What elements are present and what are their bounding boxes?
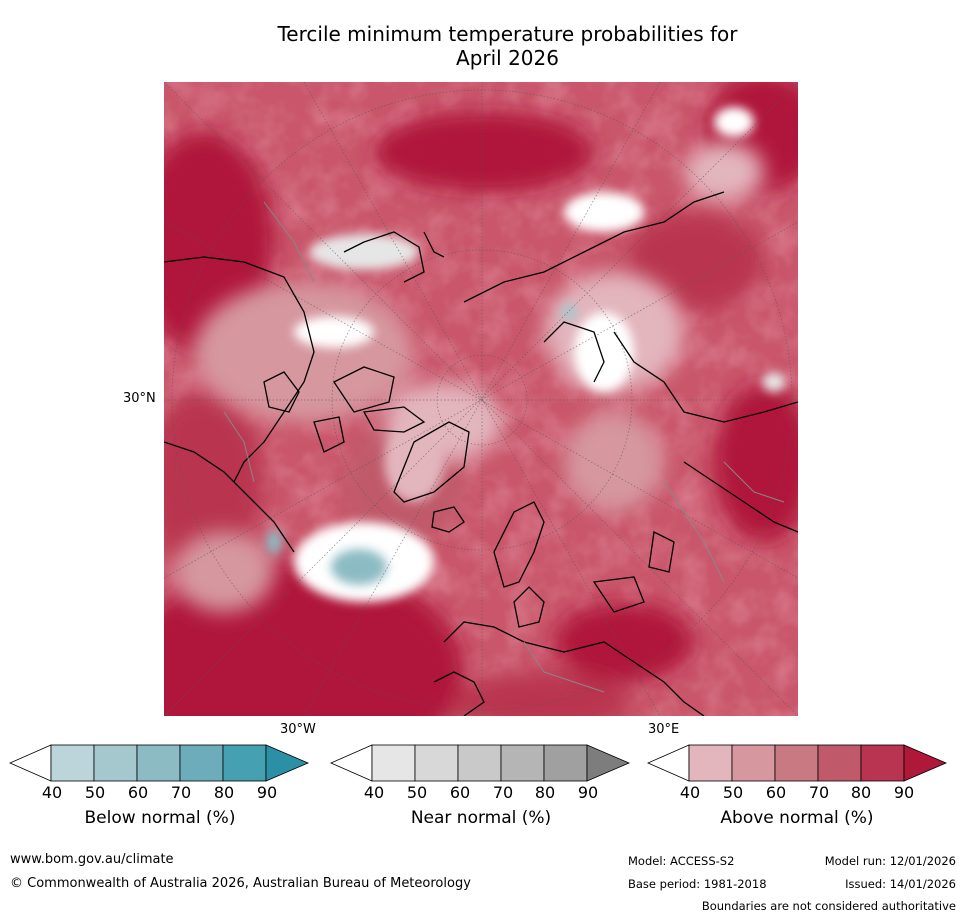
above-segment-60: [774, 744, 819, 782]
footer-model-run: Model run: 12/01/2026: [824, 854, 956, 868]
above-tick-50: 50: [722, 783, 744, 802]
below-normal-label: Below normal (%): [84, 808, 236, 828]
above-normal-label: Above normal (%): [720, 808, 874, 828]
map-title-line1: Tercile minimum temperature probabilitie…: [277, 22, 738, 46]
footer-copyright: © Commonwealth of Australia 2026, Austra…: [10, 876, 471, 891]
longitude-label-30e: 30°E: [648, 722, 680, 737]
near-segment-70: [500, 744, 545, 782]
near-segment-50: [414, 744, 459, 782]
above-tick-80: 80: [850, 783, 872, 802]
near-segment-80: [543, 744, 588, 782]
footer-base-period: Base period: 1981-2018: [628, 877, 767, 891]
coastlines: [164, 191, 798, 716]
footer-url[interactable]: www.bom.gov.au/climate: [10, 852, 174, 867]
colorbar-near-normal: [330, 744, 632, 782]
above-tick-70: 70: [808, 783, 830, 802]
above-tick-40: 40: [679, 783, 701, 802]
below-normal-regions: [266, 304, 577, 585]
below-lower-extension: [9, 744, 52, 782]
country-borders: [223, 201, 785, 693]
above-normal-strong-regions: [164, 82, 798, 716]
below-tick-90: 90: [256, 783, 278, 802]
above-lower-extension: [647, 744, 690, 782]
near-segment-60: [457, 744, 502, 782]
above-segment-70: [817, 744, 862, 782]
near-tick-80: 80: [534, 783, 556, 802]
near-tick-70: 70: [492, 783, 514, 802]
near-lower-extension: [330, 744, 373, 782]
footer-model: Model: ACCESS-S2: [628, 854, 735, 868]
below-segment-70: [179, 744, 224, 782]
above-segment-40: [688, 744, 733, 782]
below-tick-60: 60: [127, 783, 149, 802]
above-upper-extension: [903, 744, 948, 782]
near-tick-90: 90: [577, 783, 599, 802]
near-tick-40: 40: [363, 783, 385, 802]
latitude-label-30n: 30°N: [123, 391, 156, 406]
near-upper-extension: [586, 744, 631, 782]
map-canvas: [164, 82, 798, 716]
colorbar-below-normal: [9, 744, 311, 782]
below-upper-extension: [265, 744, 310, 782]
below-tick-70: 70: [170, 783, 192, 802]
colorbar-above-graphic: [647, 744, 948, 782]
below-segment-80: [222, 744, 267, 782]
below-tick-50: 50: [84, 783, 106, 802]
near-segment-40: [371, 744, 416, 782]
below-segment-40: [50, 744, 95, 782]
above-tick-90: 90: [893, 783, 915, 802]
near-normal-label: Near normal (%): [410, 808, 552, 828]
near-tick-50: 50: [406, 783, 428, 802]
graticule: [164, 82, 798, 716]
colorbar-near-graphic: [330, 744, 631, 782]
colorbar-above-normal: [647, 744, 949, 782]
colorbar-below-graphic: [9, 744, 310, 782]
longitude-label-30w: 30°W: [280, 722, 316, 737]
map-title-line2: April 2026: [456, 46, 559, 70]
above-tick-60: 60: [765, 783, 787, 802]
above-segment-80: [860, 744, 905, 782]
above-segment-50: [731, 744, 776, 782]
probability-map: [164, 82, 798, 716]
footer-issued: Issued: 14/01/2026: [845, 877, 956, 891]
below-segment-50: [93, 744, 138, 782]
below-tick-40: 40: [41, 783, 63, 802]
below-tick-80: 80: [213, 783, 235, 802]
footer-disclaimer: Boundaries are not considered authoritat…: [701, 899, 956, 913]
near-tick-60: 60: [449, 783, 471, 802]
below-segment-60: [136, 744, 181, 782]
